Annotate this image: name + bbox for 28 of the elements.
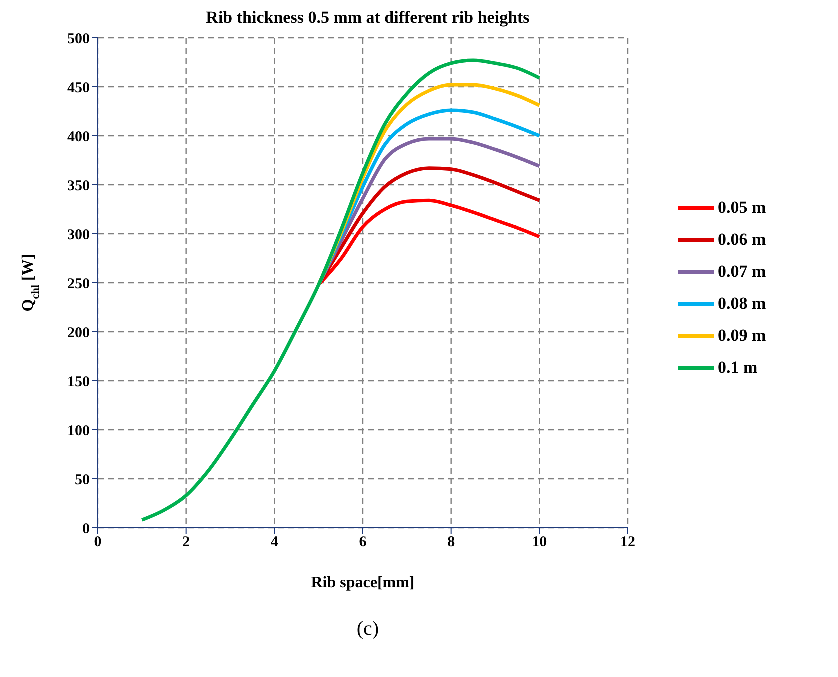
line-series: [140, 58, 542, 522]
chart-title: Rib thickness 0.5 mm at different rib heights: [205, 8, 531, 28]
legend-label: 0.08 m: [717, 293, 766, 315]
y-tick-label: 250: [68, 276, 90, 292]
y-tick-label: 0: [82, 521, 90, 538]
y-tick-label: 300: [68, 227, 90, 244]
y-tick-label: 150: [68, 374, 90, 390]
x-tick-label: 6: [359, 534, 368, 551]
y-tick-label: 450: [68, 80, 90, 96]
y-tick-label: 200: [68, 325, 90, 342]
text: (c): [356, 618, 380, 641]
y-tick-label: 500: [68, 31, 90, 48]
x-tick-label: 2: [182, 534, 190, 551]
x-tick-label: 0: [94, 534, 102, 551]
y-tick-label: 100: [68, 423, 90, 440]
legend-label: 0.05 m: [717, 197, 766, 219]
y-tick-label: 50: [75, 472, 90, 488]
x-tick-label: 8: [448, 534, 456, 551]
legend-label: 0.09 m: [717, 325, 766, 347]
x-tick-label: 4: [270, 534, 279, 551]
legend-label: 0.1 m: [717, 357, 759, 379]
y-tick-label: 350: [68, 178, 90, 194]
legend-label: 0.06 m: [717, 229, 766, 251]
x-tick-label: 12: [620, 534, 636, 551]
x-tick-label: 10: [532, 534, 548, 551]
legend-label: 0.07 m: [717, 261, 766, 283]
x-axis-title: Rib space[mm]: [311, 574, 415, 592]
y-tick-label: 400: [68, 129, 90, 146]
